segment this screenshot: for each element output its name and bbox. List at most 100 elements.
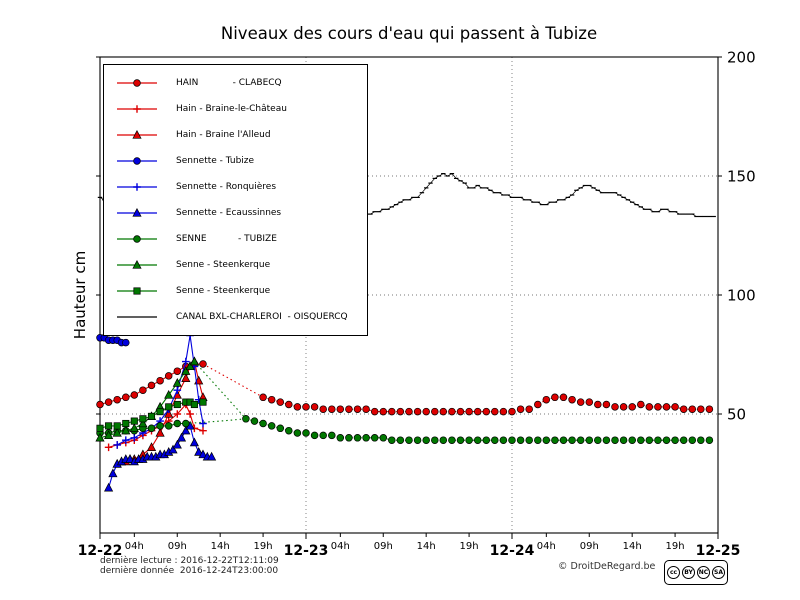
marker-circle: [654, 403, 662, 411]
marker-circle: [637, 436, 645, 444]
marker-circle: [310, 403, 319, 411]
legend-item-label: Senne - Steenkerque: [176, 260, 271, 270]
legend-item: SENNE - TUBIZE: [114, 228, 363, 250]
marker-circle: [551, 393, 559, 402]
marker-triangle: [132, 207, 142, 217]
marker-circle: [679, 436, 688, 444]
cc-by-icon: BY: [682, 566, 695, 579]
y-tick-label: 200: [727, 48, 756, 66]
marker-square: [190, 400, 198, 409]
legend-item-label: CANAL BXL-CHARLEROI - OISQUERCQ: [176, 312, 348, 322]
legend-item-label: Hain - Braine l'Alleud: [176, 130, 271, 140]
marker-circle: [422, 407, 430, 416]
marker-triangle: [132, 259, 142, 269]
marker-circle: [173, 367, 182, 375]
marker-circle: [302, 403, 310, 411]
marker-circle: [250, 417, 259, 425]
marker-circle: [328, 431, 336, 440]
senne-tubize-legend-marker-icon: [117, 235, 157, 243]
marker-circle: [353, 405, 362, 413]
marker-circle: [379, 434, 388, 442]
marker-circle: [637, 400, 645, 409]
marker-circle: [353, 434, 362, 442]
marker-plus: [104, 443, 113, 452]
marker-circle: [705, 436, 714, 444]
marker-triangle: [95, 432, 105, 442]
marker-square: [165, 403, 173, 411]
marker-circle: [542, 395, 551, 404]
marker-circle: [465, 407, 473, 416]
marker-circle: [345, 434, 353, 442]
series-senne-steenkerque-triangle: [95, 356, 247, 442]
marker-circle: [456, 407, 465, 416]
marker-circle: [133, 79, 141, 87]
last-data-text: dernière donnée 2016-12-24T23:00:00: [100, 566, 279, 576]
marker-circle: [122, 338, 130, 347]
marker-circle: [516, 405, 525, 413]
x-minor-tick-label: 04h: [537, 541, 556, 552]
marker-triangle: [189, 356, 199, 366]
sennette-ecaussinnes-legend-marker-icon: [117, 207, 157, 217]
x-minor-tick-label: 09h: [168, 541, 187, 552]
marker-circle: [139, 386, 147, 394]
legend-item-label: Sennette - Tubize: [176, 156, 255, 166]
marker-circle: [276, 398, 285, 406]
marker-circle: [413, 407, 422, 416]
x-minor-tick-label: 04h: [125, 541, 144, 552]
legend-item: Sennette - Ronquières: [114, 176, 363, 198]
senne-steenkerque-triangle-legend-marker-icon: [117, 259, 157, 269]
chart-title: Niveaux des cours d'eau qui passent à Tu…: [220, 24, 598, 43]
marker-circle: [285, 400, 293, 409]
x-minor-tick-label: 09h: [374, 541, 393, 552]
x-major-tick-label: 12-22: [78, 543, 123, 559]
last-reading-text: dernière lecture : 2016-12-22T12:11:09: [100, 556, 279, 566]
x-minor-tick-label: 14h: [417, 541, 436, 552]
marker-triangle: [121, 425, 131, 435]
legend-item: Hain - Braine l'Alleud: [114, 124, 363, 146]
marker-circle: [379, 407, 388, 416]
marker-circle: [130, 391, 139, 399]
legend-item: CANAL BXL-CHARLEROI - OISQUERCQ: [114, 306, 363, 328]
marker-circle: [285, 426, 293, 435]
marker-circle: [482, 436, 491, 444]
marker-square: [147, 412, 156, 420]
marker-circle: [654, 436, 662, 444]
cc-cc-icon: cc: [667, 566, 680, 579]
marker-circle: [491, 407, 499, 416]
marker-circle: [568, 436, 576, 444]
marker-plus: [173, 410, 182, 418]
marker-triangle: [194, 447, 204, 456]
y-tick-label: 50: [727, 405, 746, 423]
marker-circle: [594, 400, 602, 409]
marker-plus: [130, 434, 139, 442]
marker-circle: [491, 436, 499, 444]
marker-triangle: [181, 373, 191, 382]
marker-circle: [439, 436, 448, 444]
legend-item-label: Sennette - Ronquières: [176, 182, 277, 192]
marker-square: [130, 417, 138, 425]
marker-circle: [602, 436, 611, 444]
marker-square: [105, 422, 113, 430]
marker-circle: [319, 405, 327, 413]
cc-sa-icon: SA: [712, 566, 725, 579]
marker-square: [96, 424, 104, 432]
marker-circle: [370, 407, 379, 416]
marker-circle: [679, 405, 688, 413]
marker-circle: [456, 436, 465, 444]
marker-circle: [585, 436, 594, 444]
marker-plus: [182, 357, 190, 366]
legend-item: HAIN - CLABECQ: [114, 72, 363, 94]
legend-item: Sennette - Ecaussinnes: [114, 202, 363, 224]
marker-circle: [568, 395, 576, 404]
senne-steenkerque-square-legend-marker-icon: [117, 287, 157, 295]
marker-circle: [594, 436, 602, 444]
marker-circle: [534, 436, 542, 444]
y-tick-label: 100: [727, 286, 756, 304]
marker-triangle: [155, 427, 165, 437]
legend-item: Sennette - Tubize: [114, 150, 363, 172]
marker-circle: [328, 405, 336, 413]
legend-item: Senne - Steenkerque: [114, 254, 363, 276]
marker-plus: [113, 441, 121, 449]
legend-item: Senne - Steenkerque: [114, 280, 363, 302]
